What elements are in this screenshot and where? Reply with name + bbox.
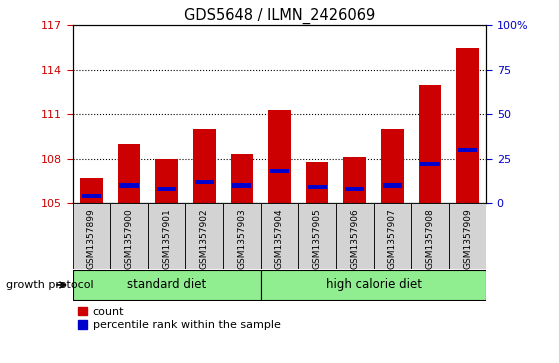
Text: GSM1357902: GSM1357902 [200, 208, 209, 269]
Text: GSM1357907: GSM1357907 [388, 208, 397, 269]
Bar [381, 129, 404, 203]
Bar [336, 203, 373, 269]
Bar [260, 203, 299, 269]
Text: growth protocol: growth protocol [6, 280, 93, 290]
Text: high calorie diet: high calorie diet [325, 278, 421, 291]
Bar [383, 183, 402, 188]
Legend: count, percentile rank within the sample: count, percentile rank within the sample [78, 307, 281, 330]
Text: GSM1357903: GSM1357903 [238, 208, 247, 269]
Title: GDS5648 / ILMN_2426069: GDS5648 / ILMN_2426069 [184, 8, 375, 24]
Bar [233, 183, 252, 188]
Bar [307, 185, 326, 189]
Bar [73, 270, 260, 300]
Bar [420, 162, 439, 166]
Bar [411, 203, 449, 269]
Bar [449, 203, 486, 269]
Bar [110, 203, 148, 269]
Bar [82, 194, 101, 198]
Bar [231, 154, 253, 203]
Bar [373, 203, 411, 269]
Bar [306, 162, 328, 203]
Bar [345, 187, 364, 191]
Bar [268, 110, 291, 203]
Text: standard diet: standard diet [127, 278, 206, 291]
Text: GSM1357901: GSM1357901 [162, 208, 171, 269]
Text: GSM1357908: GSM1357908 [425, 208, 434, 269]
Bar [195, 180, 214, 184]
Text: GSM1357909: GSM1357909 [463, 208, 472, 269]
Bar [458, 148, 477, 152]
Text: GSM1357905: GSM1357905 [312, 208, 321, 269]
Bar [223, 203, 260, 269]
Text: GSM1357900: GSM1357900 [125, 208, 134, 269]
Bar [193, 129, 216, 203]
Bar [419, 85, 441, 203]
Text: GSM1357906: GSM1357906 [350, 208, 359, 269]
Bar [157, 187, 176, 191]
Bar [80, 178, 103, 203]
Text: GSM1357904: GSM1357904 [275, 208, 284, 269]
Bar [260, 270, 486, 300]
Bar [270, 169, 289, 174]
Bar [73, 203, 110, 269]
Bar [456, 48, 479, 203]
Bar [148, 203, 186, 269]
Bar [186, 203, 223, 269]
Bar [118, 144, 140, 203]
Text: GSM1357899: GSM1357899 [87, 208, 96, 269]
Bar [299, 203, 336, 269]
Bar [155, 159, 178, 203]
Bar [343, 157, 366, 203]
Bar [120, 183, 139, 188]
